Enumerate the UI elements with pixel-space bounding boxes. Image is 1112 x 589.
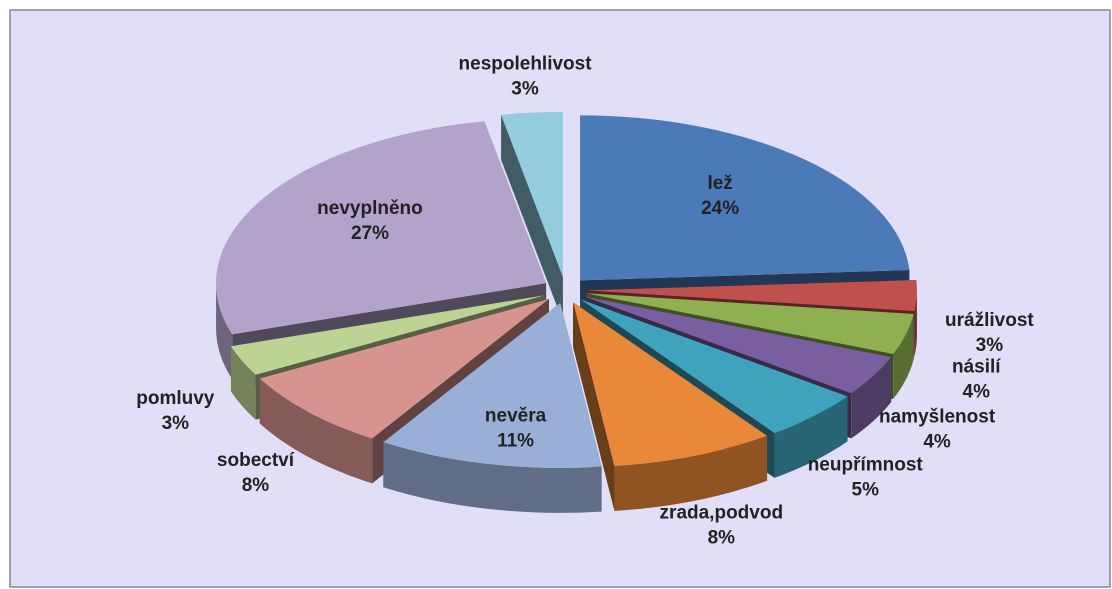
slice-label: neupřímnost (808, 455, 924, 476)
slice-value-label: 3% (162, 413, 190, 434)
slice-label: zrada,podvod (660, 502, 784, 523)
slice (383, 302, 602, 468)
slice (501, 111, 563, 322)
slice-side (216, 283, 233, 380)
slice (501, 111, 563, 277)
slice-value-label: 24% (701, 198, 739, 219)
slice-side (230, 346, 256, 420)
slice-wall (573, 302, 615, 511)
slice (580, 299, 848, 433)
slice-value-label: 4% (963, 381, 991, 402)
slice-label: pomluvy (136, 388, 215, 409)
slice-side (259, 378, 373, 484)
slice-value-label: 3% (511, 78, 539, 99)
slice-wall (501, 114, 563, 322)
slice-value-label: 11% (497, 431, 534, 452)
slice-side (383, 442, 602, 513)
slice-side (914, 290, 917, 357)
slice (259, 299, 549, 439)
slice-value-label: 4% (923, 431, 951, 452)
slice-side (774, 396, 848, 478)
slice-value-label: 8% (242, 475, 270, 496)
slice-label: nevyplněno (317, 198, 423, 219)
slice (573, 302, 768, 511)
slice (383, 302, 602, 513)
slice (584, 296, 892, 394)
slice-label: lež (707, 173, 732, 194)
slice-label: násilí (952, 356, 1001, 377)
slice-value-label: 27% (351, 223, 389, 244)
slice-value-label: 3% (976, 335, 1004, 356)
slice (586, 293, 914, 355)
slice-value-label: 8% (708, 527, 736, 548)
slice-side (851, 357, 892, 439)
slice-label: nevěra (485, 406, 547, 427)
slice (573, 302, 768, 466)
slice-label: sobectví (217, 450, 295, 471)
slice-side (614, 435, 768, 511)
slice-value-label: 5% (852, 480, 880, 501)
slice-label: nespolehlivost (459, 53, 593, 74)
slice (216, 121, 547, 335)
slice-label: namyšlenost (879, 406, 996, 427)
slice-side (893, 313, 914, 400)
slice (586, 280, 917, 312)
slice (580, 115, 910, 281)
slice-label: urážlivost (945, 310, 1034, 331)
slice (230, 295, 545, 375)
